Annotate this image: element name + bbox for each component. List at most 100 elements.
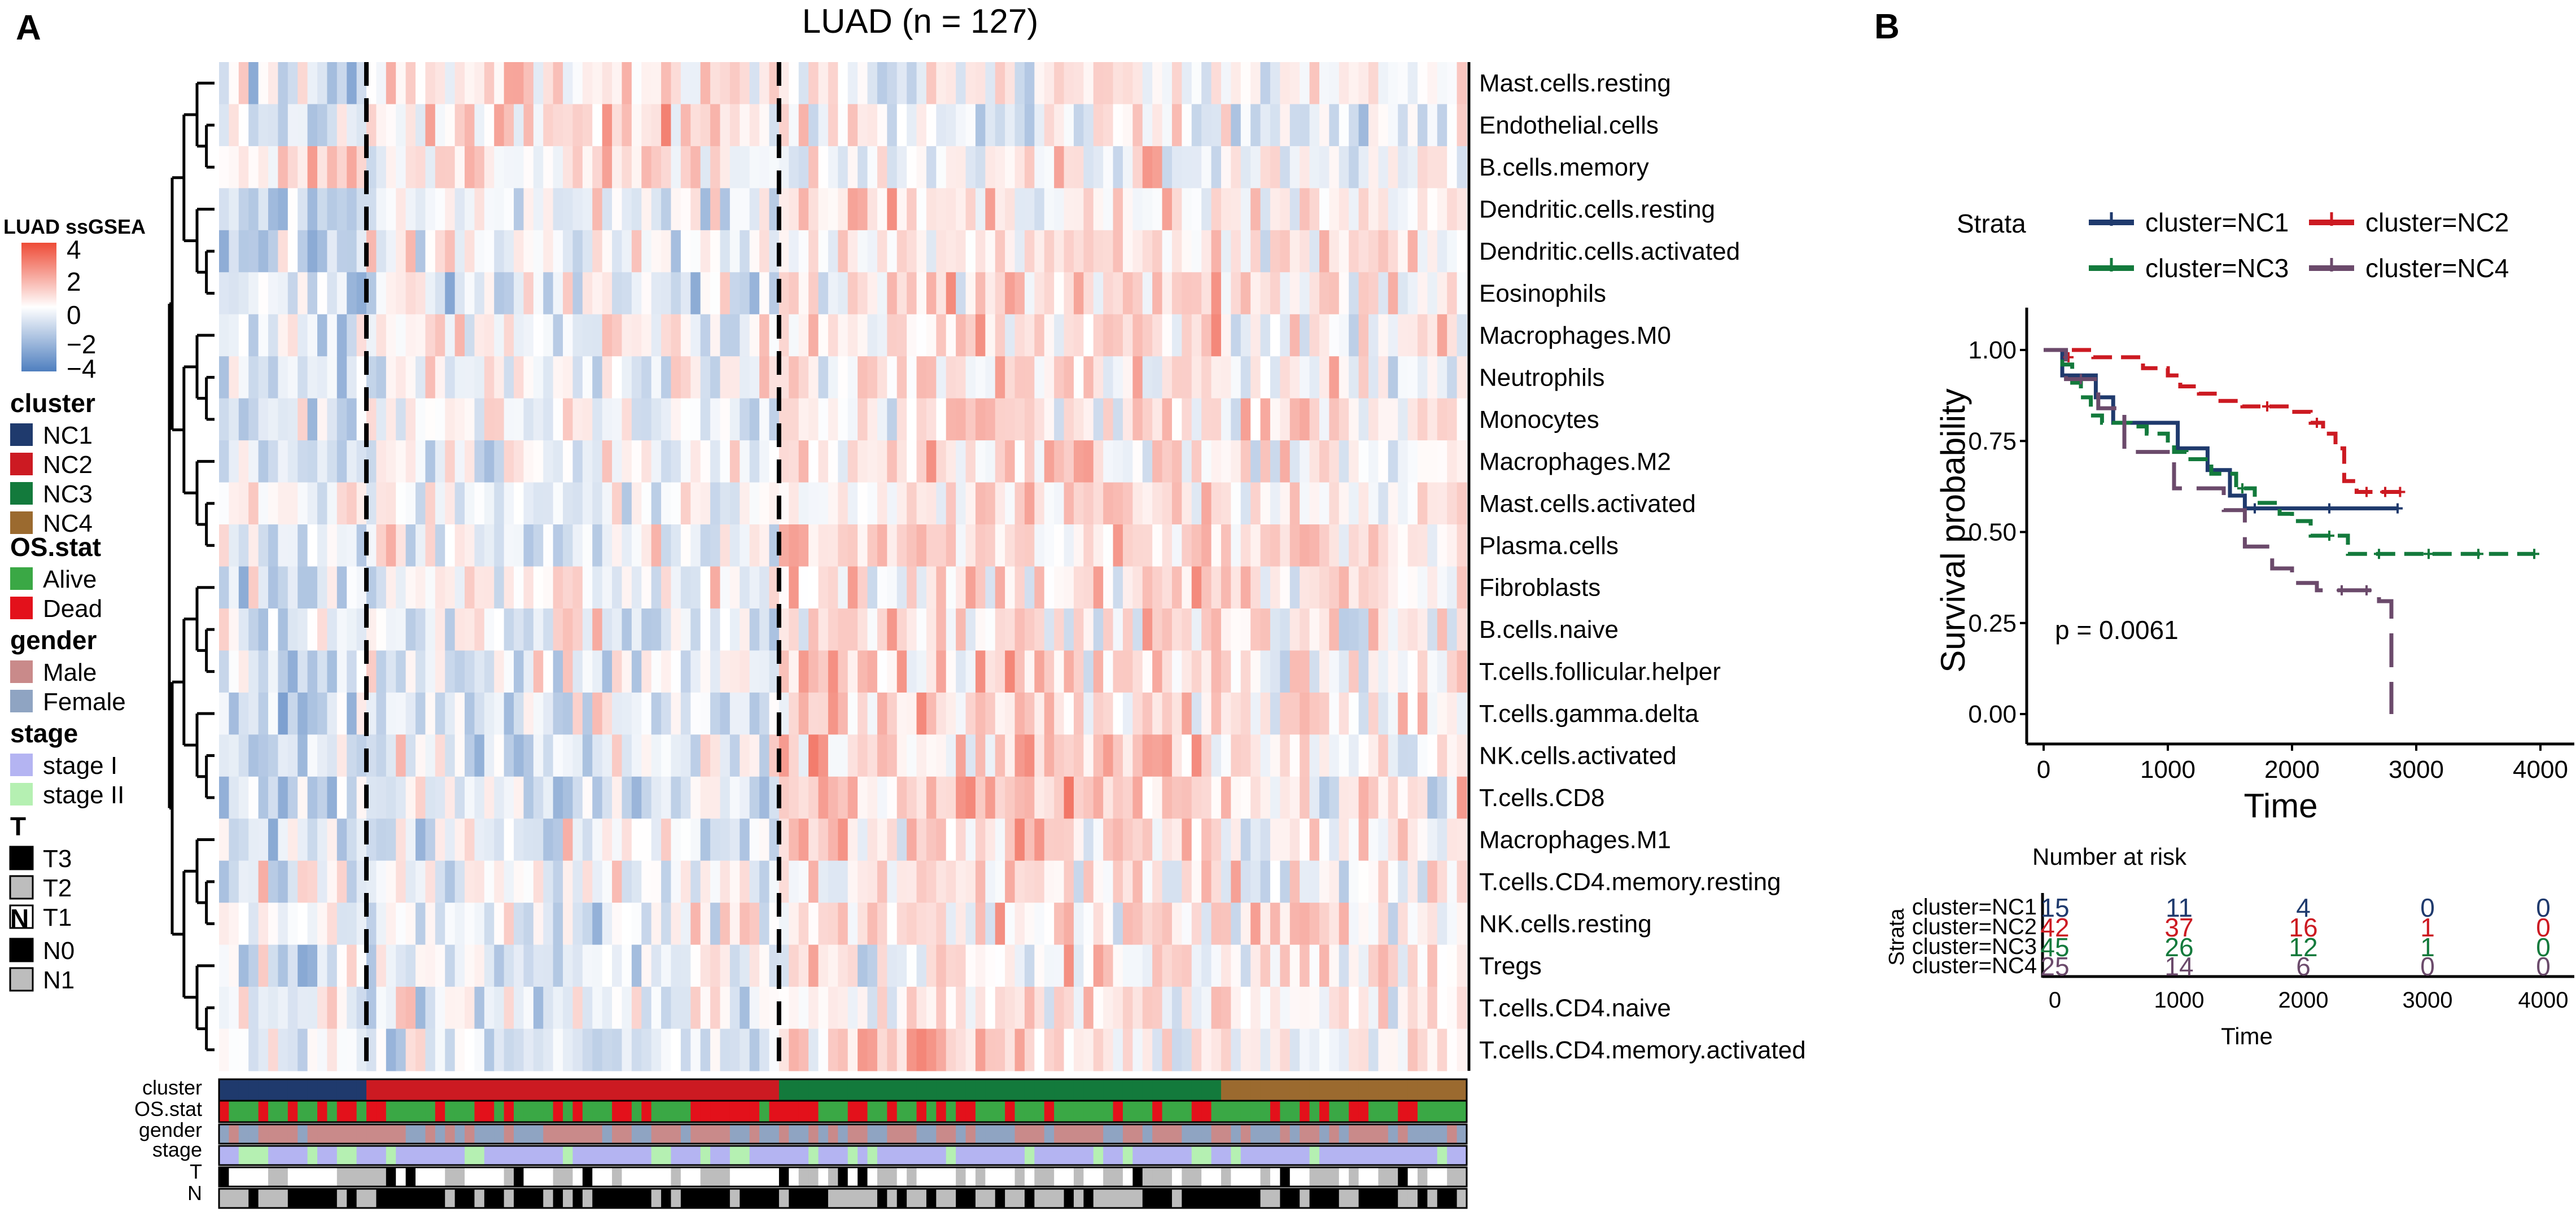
heatmap-cell	[651, 188, 662, 231]
annotation-cell	[985, 1167, 996, 1187]
heatmap-cell	[612, 272, 623, 315]
annotation-cell	[405, 1146, 416, 1165]
heatmap-cell	[465, 818, 475, 861]
annotation-cell	[818, 1146, 829, 1165]
heatmap-cell	[680, 146, 691, 189]
heatmap-cell	[553, 818, 563, 861]
heatmap-cell	[749, 356, 760, 399]
heatmap-cell	[1289, 314, 1300, 357]
annotation-cell	[975, 1101, 986, 1122]
heatmap-cell	[386, 860, 396, 903]
heatmap-cell	[700, 230, 711, 273]
heatmap-cell	[896, 860, 907, 903]
heatmap-cell	[1437, 188, 1447, 231]
heatmap-cell	[671, 230, 681, 273]
heatmap-cell	[1093, 903, 1104, 945]
heatmap-cell	[858, 903, 868, 945]
heatmap-cell	[1152, 903, 1163, 945]
heatmap-cell	[1368, 692, 1379, 735]
heatmap-cell	[916, 608, 927, 651]
annotation-cell	[592, 1124, 603, 1144]
heatmap-cell	[858, 314, 868, 357]
heatmap-cell	[936, 398, 947, 441]
annotation-cell	[376, 1189, 387, 1208]
heatmap-cell	[720, 398, 731, 441]
heatmap-cell	[1162, 482, 1173, 525]
heatmap-cell	[327, 314, 338, 357]
annotation-cell	[1398, 1124, 1409, 1144]
annotation-cell	[622, 1167, 632, 1187]
heatmap-cell	[1349, 356, 1359, 399]
heatmap-cell	[474, 734, 485, 777]
heatmap-cell	[995, 776, 1005, 819]
heatmap-cell	[1221, 608, 1231, 651]
heatmap-cell	[1260, 860, 1271, 903]
annotation-cell	[1024, 1101, 1035, 1122]
annotation-cell	[1014, 1146, 1025, 1165]
heatmap-cell	[336, 776, 347, 819]
heatmap-cell	[553, 776, 563, 819]
heatmap-cell	[1329, 440, 1340, 483]
heatmap-row-labels: Mast.cells.restingEndothelial.cellsB.cel…	[1479, 69, 1806, 1064]
heatmap-cell	[847, 146, 858, 189]
annotation-cell	[740, 1079, 750, 1101]
heatmap-cell	[327, 440, 338, 483]
heatmap-cell	[1457, 62, 1467, 105]
heatmap-cell	[396, 944, 406, 987]
heatmap-cell	[405, 650, 416, 693]
heatmap-cell	[229, 356, 239, 399]
heatmap-cell	[523, 566, 534, 609]
heatmap-cell	[828, 146, 838, 189]
heatmap-cell	[582, 860, 593, 903]
heatmap-cell	[572, 104, 583, 147]
heatmap-cell	[720, 482, 731, 525]
heatmap-cell	[1083, 62, 1094, 105]
censor-mark	[2529, 549, 2539, 559]
annotation-cell	[229, 1101, 239, 1122]
annotation-track-border	[218, 1123, 1468, 1145]
heatmap-cell	[1103, 860, 1114, 903]
annotation-cell	[1270, 1124, 1280, 1144]
annotation-cell	[1034, 1079, 1045, 1101]
heatmap-cell	[1122, 608, 1133, 651]
heatmap-cell	[818, 734, 829, 777]
heatmap-cell	[740, 272, 750, 315]
annotation-cell	[838, 1167, 849, 1187]
annotation-cell	[1260, 1146, 1271, 1165]
heatmap-cell	[396, 776, 406, 819]
heatmap-cell	[1407, 944, 1418, 987]
heatmap-cell	[268, 62, 279, 105]
heatmap-cell	[1447, 524, 1458, 567]
annotation-cell	[1191, 1146, 1202, 1165]
heatmap-cell	[896, 903, 907, 945]
heatmap-cell	[1182, 314, 1192, 357]
row-label: T.cells.gamma.delta	[1479, 700, 1699, 728]
heatmap-cell	[287, 62, 298, 105]
heatmap-cell	[454, 482, 465, 525]
heatmap-cell	[680, 734, 691, 777]
heatmap-cell	[1280, 230, 1291, 273]
heatmap-cell	[1024, 776, 1035, 819]
heatmap-cell	[465, 482, 475, 525]
legend-swatch	[9, 904, 34, 929]
heatmap-cell	[435, 188, 445, 231]
heatmap-cell	[396, 818, 406, 861]
x-axis-title: Time	[2243, 787, 2317, 825]
risk-value: 16	[2289, 913, 2317, 942]
annotation-cell	[710, 1146, 721, 1165]
heatmap-cell	[1280, 903, 1291, 945]
annotation-cell	[405, 1079, 416, 1101]
heatmap-cell	[1407, 692, 1418, 735]
heatmap-cell	[789, 903, 799, 945]
heatmap-cell	[287, 398, 298, 441]
heatmap-cell	[789, 650, 799, 693]
heatmap-cell	[298, 734, 308, 777]
heatmap-cell	[317, 903, 328, 945]
heatmap-cell	[1250, 272, 1261, 315]
heatmap-cell	[347, 272, 357, 315]
heatmap-cell	[425, 146, 436, 189]
heatmap-cell	[1113, 356, 1123, 399]
heatmap-cell	[229, 1028, 239, 1071]
heatmap-cell	[1044, 608, 1055, 651]
risk-value: 1	[2420, 933, 2435, 962]
